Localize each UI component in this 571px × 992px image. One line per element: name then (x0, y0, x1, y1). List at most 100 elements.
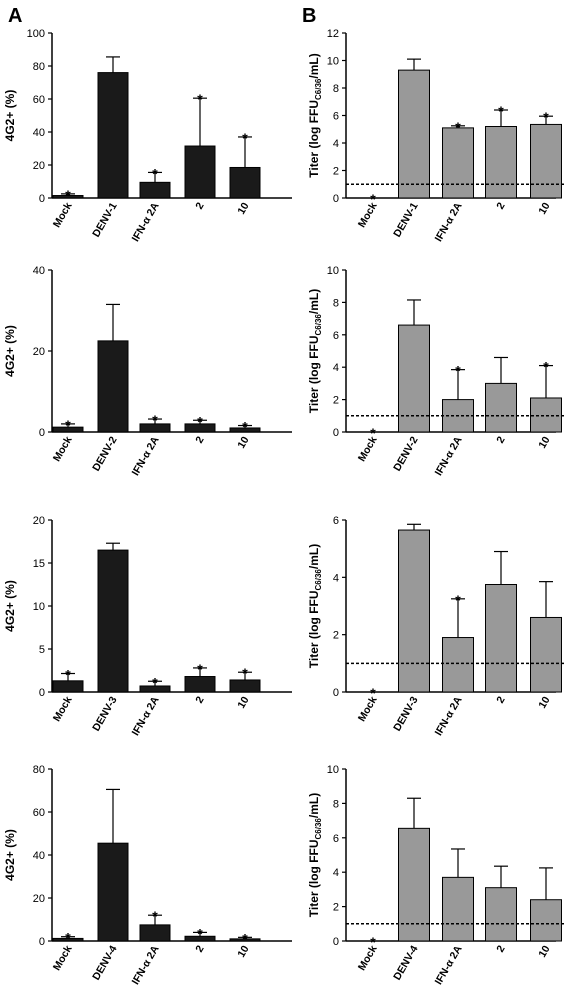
chart-b-4-y-label: Titer (log FFUC6/36/mL) (307, 793, 323, 917)
chart-b-2-ytick-label: 6 (333, 330, 339, 342)
chart-b-1-category-label: 2 (494, 200, 507, 211)
chart-b-3-category-label: IFN-α 2A (433, 694, 465, 738)
chart-a-4-significance-star: * (152, 908, 158, 924)
chart-b-1-bar (485, 126, 517, 199)
chart-a-4-ytick-label: 80 (33, 764, 45, 776)
chart-b-2-ytick-label: 10 (327, 265, 339, 277)
chart-a-1-significance-star: * (65, 187, 71, 203)
chart-b-1-bar (530, 123, 562, 199)
chart-b-4-significance-star: * (370, 934, 376, 950)
chart-a-3-category-label: IFN-α 2A (130, 694, 162, 738)
chart-a-3-significance-star: * (197, 661, 203, 677)
chart-a-3-ytick-label: 15 (33, 558, 45, 570)
chart-b-2-bar (398, 324, 430, 433)
chart-b-3-bar (485, 584, 517, 693)
chart-a-1-y-label: 4G2+ (%) (3, 90, 17, 142)
chart-a-1-category-label: IFN-α 2A (130, 200, 162, 244)
chart-a-1-ytick-label: 60 (33, 94, 45, 106)
chart-a-1-category-label: DENV-1 (90, 200, 119, 239)
chart-b-1-bar (442, 127, 474, 199)
chart-b-4-bar (530, 899, 562, 942)
chart-a-3-ytick-label: 10 (33, 601, 45, 613)
chart-b-4-ytick-label: 8 (333, 798, 339, 810)
chart-a-2-significance-star: * (197, 413, 203, 429)
chart-b-1-significance-star: * (455, 119, 461, 135)
chart-a-2-y-label: 4G2+ (%) (3, 325, 17, 377)
chart-a-1-significance-star: * (197, 91, 203, 107)
chart-a-3-significance-star: * (152, 674, 158, 690)
chart-b-2-category-label: DENV-2 (391, 434, 420, 473)
chart-b-2-ytick-label: 2 (333, 395, 339, 407)
chart-b-1-ytick-label: 12 (327, 28, 339, 40)
chart-a-1-significance-star: * (242, 130, 248, 146)
chart-a-2-category-label: DENV-2 (90, 434, 119, 473)
chart-b-3-category-label: Mock (356, 694, 380, 723)
chart-a-1-bar (97, 72, 129, 199)
chart-a-4-bar (97, 842, 129, 942)
chart-a-1-ytick-label: 40 (33, 127, 45, 139)
panel-label-a: A (8, 5, 22, 27)
chart-a-1-category-label: 10 (235, 200, 251, 216)
chart-b-4-category-label: IFN-α 2A (433, 943, 465, 987)
chart-a-3-category-label: Mock (51, 694, 75, 723)
chart-b-4-ytick-label: 10 (327, 764, 339, 776)
chart-b-1-y-label: Titer (log FFUC6/36/mL) (307, 53, 323, 177)
chart-a-2-category-label: 2 (193, 434, 206, 445)
chart-b-1-bar (398, 69, 430, 199)
chart-b-2-bar (485, 382, 517, 433)
chart-b-3-category-label: DENV-3 (391, 694, 420, 733)
chart-a-2-significance-star: * (65, 417, 71, 433)
chart-b-2-significance-star: * (455, 363, 461, 379)
chart-a-3-bar (229, 679, 261, 693)
chart-a-4-category-label: IFN-α 2A (130, 943, 162, 987)
chart-b-2-category-label: 2 (494, 434, 507, 445)
chart-a-4-category-label: Mock (51, 943, 75, 972)
chart-a-4-ytick-label: 60 (33, 807, 45, 819)
chart-a-1-significance-star: * (152, 165, 158, 181)
chart-b-3-ytick-label: 0 (333, 687, 339, 699)
chart-a-4-y-label: 4G2+ (%) (3, 829, 17, 881)
chart-a-4-category-label: 10 (235, 943, 251, 959)
chart-a-3-ytick-label: 20 (33, 515, 45, 527)
chart-b-1-category-label: Mock (356, 200, 380, 229)
chart-a-4-significance-star: * (242, 930, 248, 946)
chart-a-4-category-label: DENV-4 (90, 943, 119, 982)
chart-b-4-category-label: DENV-4 (391, 943, 420, 982)
chart-b-1-ytick-label: 4 (333, 138, 339, 150)
chart-a-3-significance-star: * (65, 667, 71, 683)
chart-a-4-ytick-label: 0 (39, 936, 45, 948)
chart-a-4-significance-star: * (65, 930, 71, 946)
chart-a-1-ytick-label: 100 (27, 28, 45, 40)
chart-a-2-ytick-label: 0 (39, 427, 45, 439)
chart-b-2-ytick-label: 0 (333, 427, 339, 439)
chart-a-4-category-label: 2 (193, 943, 206, 954)
chart-a-1-bar (139, 181, 171, 199)
chart-b-3-bar (442, 637, 474, 693)
chart-b-1-significance-star: * (498, 103, 504, 119)
chart-a-1-ytick-label: 0 (39, 193, 45, 205)
chart-b-1-ytick-label: 0 (333, 193, 339, 205)
chart-a-3-significance-star: * (242, 665, 248, 681)
chart-a-2-ytick-label: 20 (33, 346, 45, 358)
chart-b-2-significance-star: * (543, 359, 549, 375)
chart-a-1-ytick-label: 20 (33, 160, 45, 172)
chart-b-1-significance-star: * (370, 191, 376, 207)
chart-a-3-ytick-label: 0 (39, 687, 45, 699)
chart-b-3-bar (398, 529, 430, 693)
chart-b-1-category-label: IFN-α 2A (433, 200, 465, 244)
chart-b-3-ytick-label: 2 (333, 630, 339, 642)
chart-a-1-bar (229, 166, 261, 199)
chart-a-3-ytick-label: 5 (39, 644, 45, 656)
chart-a-2-significance-star: * (242, 419, 248, 435)
chart-a-2-bar (97, 340, 129, 433)
chart-a-2-category-label: Mock (51, 434, 75, 463)
chart-b-3-significance-star: * (455, 592, 461, 608)
chart-b-3-category-label: 2 (494, 694, 507, 705)
chart-b-3-significance-star: * (370, 685, 376, 701)
chart-b-3-ytick-label: 4 (333, 572, 339, 584)
chart-b-4-category-label: Mock (356, 943, 380, 972)
chart-a-1-category-label: Mock (51, 200, 75, 229)
chart-a-3-category-label: 10 (235, 694, 251, 710)
chart-b-2-category-label: Mock (356, 434, 380, 463)
